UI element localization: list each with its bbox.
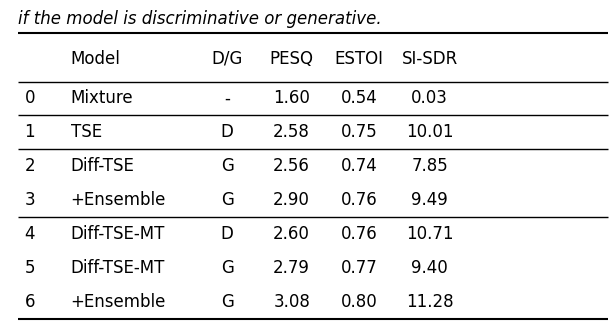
Text: TSE: TSE xyxy=(71,124,102,141)
Text: 6: 6 xyxy=(25,293,35,311)
Text: 2.79: 2.79 xyxy=(273,259,310,277)
Text: Diff-TSE-MT: Diff-TSE-MT xyxy=(71,259,165,277)
Text: G: G xyxy=(221,191,233,210)
Text: 9.40: 9.40 xyxy=(411,259,448,277)
Text: 3: 3 xyxy=(25,191,35,210)
Text: 10.71: 10.71 xyxy=(406,226,454,244)
Text: 2.60: 2.60 xyxy=(273,226,310,244)
Text: G: G xyxy=(221,259,233,277)
Text: if the model is discriminative or generative.: if the model is discriminative or genera… xyxy=(18,10,382,28)
Text: Diff-TSE: Diff-TSE xyxy=(71,157,134,175)
Text: 2.90: 2.90 xyxy=(273,191,310,210)
Text: -: - xyxy=(224,90,230,108)
Text: Model: Model xyxy=(71,50,120,68)
Text: 0.03: 0.03 xyxy=(411,90,448,108)
Text: 0.77: 0.77 xyxy=(341,259,378,277)
Text: 1: 1 xyxy=(25,124,35,141)
Text: 7.85: 7.85 xyxy=(411,157,448,175)
Text: 2.56: 2.56 xyxy=(273,157,310,175)
Text: PESQ: PESQ xyxy=(270,50,314,68)
Text: +Ensemble: +Ensemble xyxy=(71,191,166,210)
Text: 0.76: 0.76 xyxy=(341,191,378,210)
Text: +Ensemble: +Ensemble xyxy=(71,293,166,311)
Text: 0: 0 xyxy=(25,90,35,108)
Text: D: D xyxy=(221,226,233,244)
Text: 5: 5 xyxy=(25,259,35,277)
Text: 1.60: 1.60 xyxy=(273,90,310,108)
Text: 9.49: 9.49 xyxy=(411,191,448,210)
Text: D: D xyxy=(221,124,233,141)
Text: D/G: D/G xyxy=(211,50,243,68)
Text: 4: 4 xyxy=(25,226,35,244)
Text: 11.28: 11.28 xyxy=(406,293,454,311)
Text: G: G xyxy=(221,293,233,311)
Text: Mixture: Mixture xyxy=(71,90,133,108)
Text: SI-SDR: SI-SDR xyxy=(402,50,458,68)
Text: 0.54: 0.54 xyxy=(341,90,378,108)
Text: Diff-TSE-MT: Diff-TSE-MT xyxy=(71,226,165,244)
Text: G: G xyxy=(221,157,233,175)
Text: ESTOI: ESTOI xyxy=(335,50,384,68)
Text: 2.58: 2.58 xyxy=(273,124,310,141)
Text: 3.08: 3.08 xyxy=(273,293,310,311)
Text: 2: 2 xyxy=(25,157,35,175)
Text: 0.75: 0.75 xyxy=(341,124,378,141)
Text: 0.76: 0.76 xyxy=(341,226,378,244)
Text: 0.80: 0.80 xyxy=(341,293,378,311)
Text: 0.74: 0.74 xyxy=(341,157,378,175)
Text: 10.01: 10.01 xyxy=(406,124,454,141)
